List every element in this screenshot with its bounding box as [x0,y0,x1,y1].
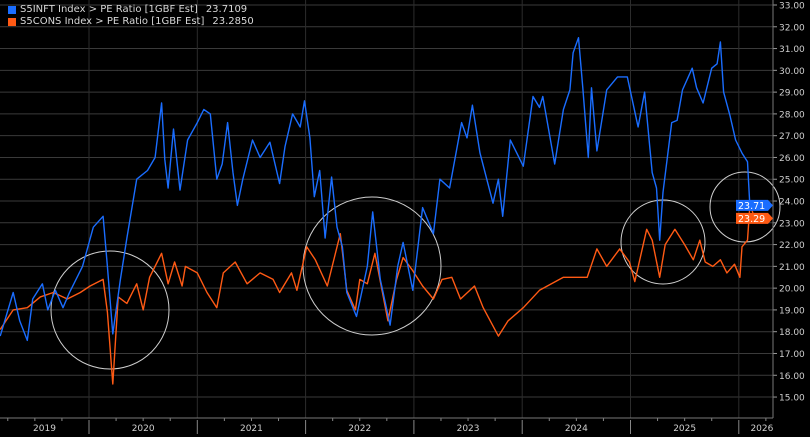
y-tick-label: 29.00 [779,89,805,99]
last-value-label: 23.71 [738,201,765,212]
legend-swatch-orange [8,18,16,26]
last-value-label: 23.29 [738,214,765,225]
y-tick-label: 28.00 [779,110,805,120]
annotation-circle-2020 [50,250,170,370]
y-tick-label: 15.00 [779,394,805,404]
series-line-s5cons [0,208,755,385]
x-tick-label: 2025 [673,424,696,434]
series-lines [0,37,755,385]
y-axis: 15.00 16.00 17.00 18.00 19.00 20.00 21.00 22.00… [772,0,805,418]
gridlines [0,0,773,418]
y-tick-label: 26.00 [779,154,805,164]
legend-value: 23.7109 [205,4,248,15]
x-tick-label: 2019 [33,424,56,434]
y-tick-label: 21.00 [779,263,805,273]
y-tick-label: 23.00 [779,219,805,229]
x-tick-label: 2022 [348,424,371,434]
legend-item-s5cons: S5CONS Index > PE Ratio [1GBF Est] 23.28… [8,16,254,28]
legend-swatch-blue [8,6,16,14]
annotation-circle-2025 [620,199,706,285]
y-tick-label: 22.00 [779,241,805,251]
y-tick-label: 17.00 [779,350,805,360]
x-tick-label: 2023 [457,424,480,434]
y-tick-label: 16.00 [779,372,805,382]
y-tick-label: 32.00 [779,23,805,33]
x-axis: 2019 2020 2021 2022 2023 2024 2025 2026 [0,417,774,434]
x-tick-label: 2024 [565,424,588,434]
series-line-s5inft [0,37,754,342]
y-tick-label: 25.00 [779,176,805,186]
y-tick-label: 24.00 [779,198,805,208]
y-tick-label: 18.00 [779,328,805,338]
legend: S5INFT Index > PE Ratio [1GBF Est] 23.71… [8,4,254,28]
x-tick-label: 2026 [750,424,773,434]
last-value-badge [736,199,773,211]
legend-item-s5inft: S5INFT Index > PE Ratio [1GBF Est] 23.71… [8,4,254,16]
y-tick-label: 20.00 [779,285,805,295]
legend-label: S5INFT Index > PE Ratio [1GBF Est] [20,4,198,15]
last-value-labels: 23.71 23.29 [736,199,773,225]
x-tick-label: 2021 [240,424,263,434]
y-tick-label: 19.00 [779,306,805,316]
last-value-badge [736,212,773,224]
legend-value: 23.2850 [212,16,254,27]
y-tick-label: 31.00 [779,45,805,55]
y-tick-label: 30.00 [779,67,805,77]
y-tick-label: 33.00 [779,2,805,12]
annotation-circle-2026 [709,171,781,243]
legend-label: S5CONS Index > PE Ratio [1GBF Est] [20,16,205,27]
y-tick-label: 27.00 [779,132,805,142]
x-tick-label: 2020 [132,424,155,434]
